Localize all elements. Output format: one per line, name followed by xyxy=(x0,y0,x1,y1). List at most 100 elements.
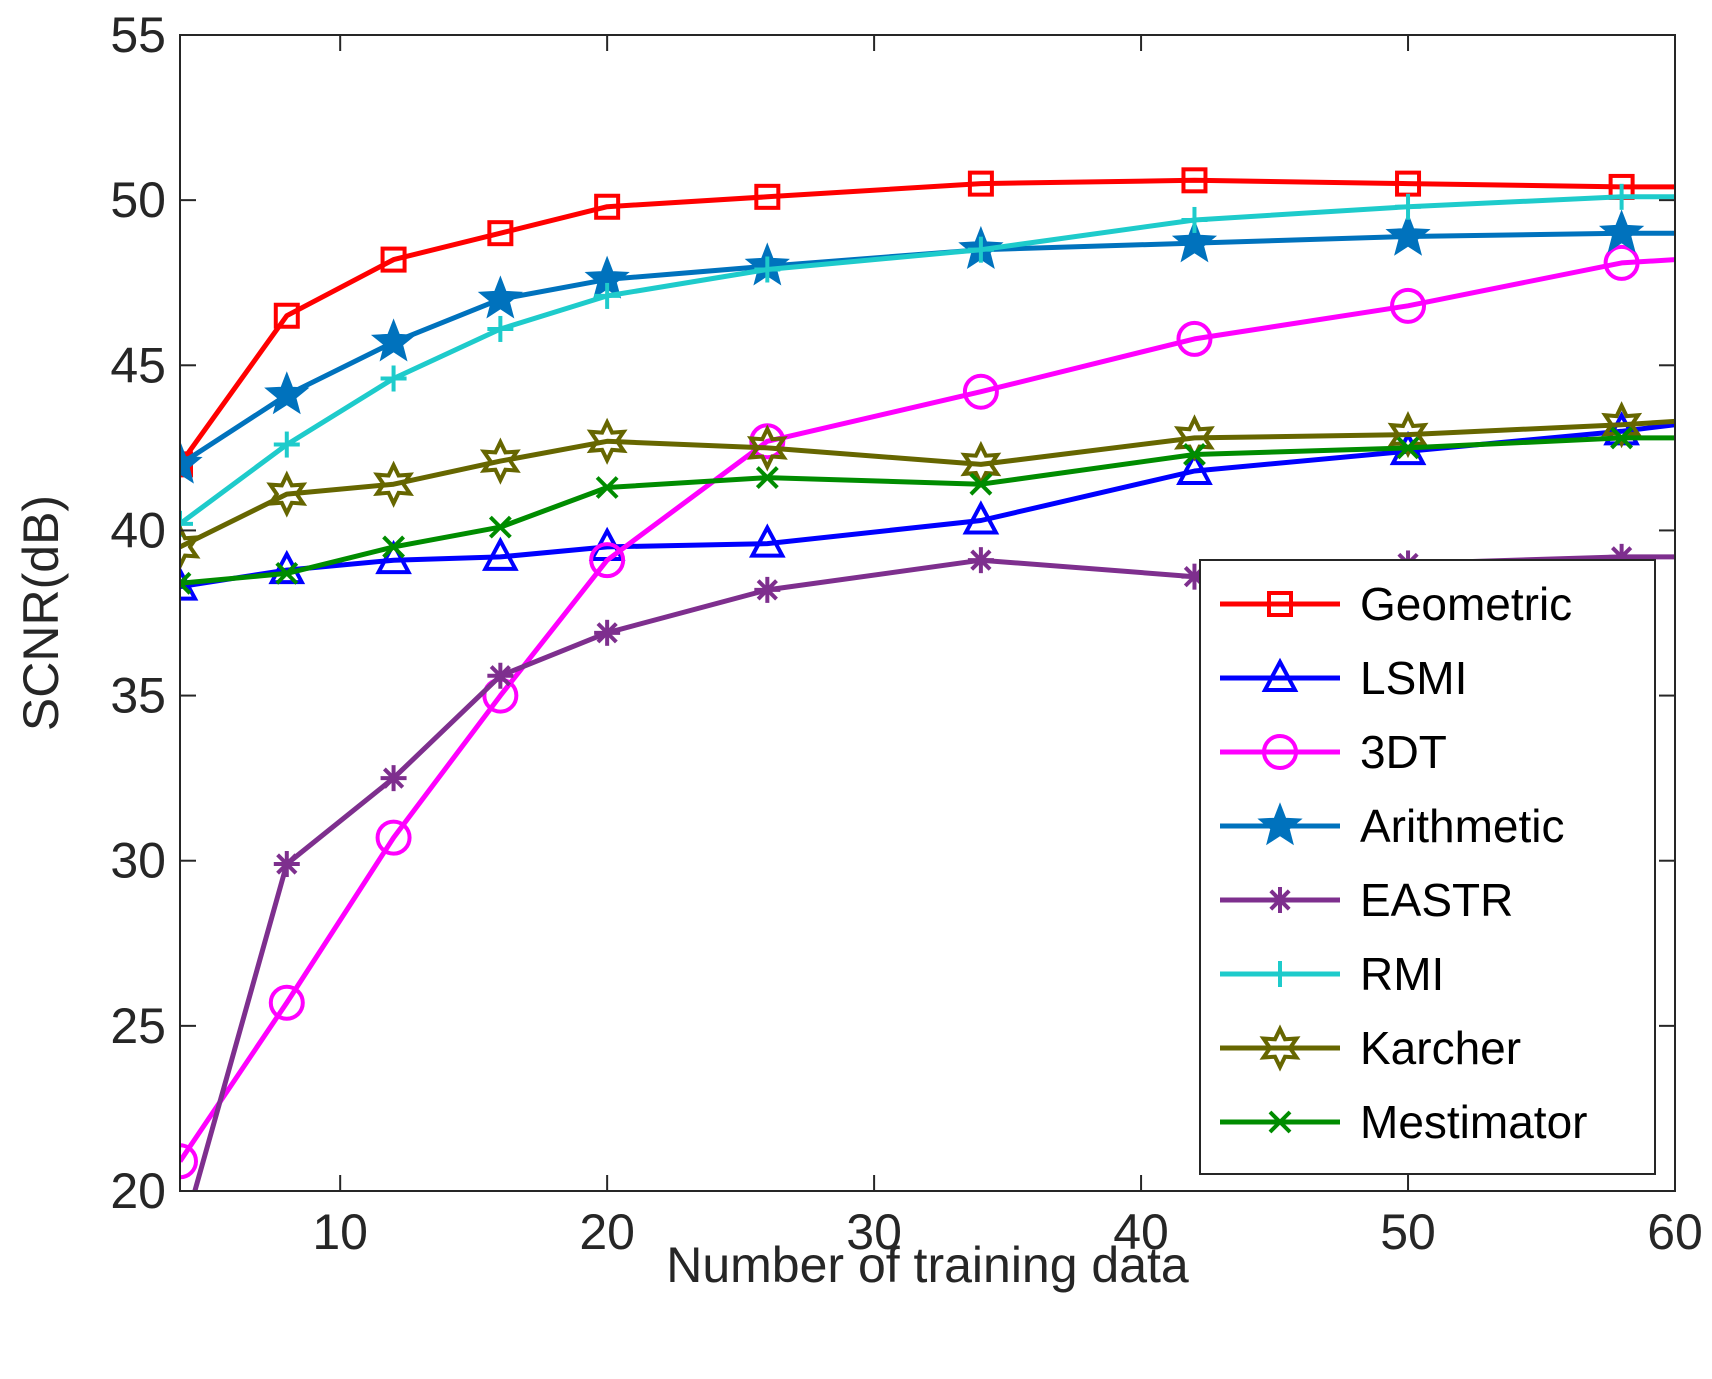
data-point xyxy=(754,256,781,283)
legend-item-3dt: 3DT xyxy=(1220,726,1447,778)
legend-item-geometric: Geometric xyxy=(1220,578,1572,630)
data-point xyxy=(1387,410,1429,459)
data-point xyxy=(1183,443,1206,466)
legend-marker xyxy=(1267,961,1293,987)
data-point xyxy=(1603,244,1640,281)
series-line xyxy=(180,257,1675,1163)
data-point xyxy=(180,571,192,595)
series-geometric xyxy=(180,167,1675,478)
x-tick-label: 10 xyxy=(312,1204,368,1260)
x-tick-label: 40 xyxy=(1113,1204,1169,1260)
plot-area xyxy=(180,167,1675,1191)
data-point xyxy=(594,193,621,220)
data-point xyxy=(487,315,514,342)
data-point xyxy=(380,765,407,792)
data-point xyxy=(1171,219,1218,263)
legend-label: RMI xyxy=(1360,948,1444,1000)
data-point xyxy=(380,246,407,273)
data-point xyxy=(266,470,308,518)
legend-marker xyxy=(1261,657,1299,692)
data-point xyxy=(268,984,305,1021)
legend-box xyxy=(1199,559,1656,1175)
data-point xyxy=(746,424,788,472)
data-point xyxy=(1385,212,1431,256)
data-point xyxy=(488,515,512,539)
data-point xyxy=(487,662,514,689)
data-point xyxy=(589,542,626,579)
y-tick-label: 50 xyxy=(110,172,166,228)
data-point xyxy=(1181,167,1208,194)
data-point xyxy=(1598,209,1645,253)
data-point xyxy=(273,851,300,878)
legend-item-karcher: Karcher xyxy=(1220,1022,1521,1074)
data-point xyxy=(1610,426,1634,450)
y-tick-label: 20 xyxy=(110,1163,166,1219)
data-point xyxy=(594,282,621,309)
legend-label: Karcher xyxy=(1360,1022,1521,1074)
y-axis: 20 25 30 35 40 45 50 55 xyxy=(110,7,1675,1219)
legend: Geometric LSMI 3DT Arithmetic EASTR RMI Karche… xyxy=(1199,559,1656,1175)
legend-item-arithmetic: Arithmetic xyxy=(1220,800,1564,852)
data-point xyxy=(373,460,414,508)
data-point xyxy=(180,510,193,537)
legend-marker xyxy=(1267,887,1293,913)
data-point xyxy=(479,437,521,485)
x-tick-label: 30 xyxy=(846,1204,902,1260)
data-point xyxy=(1608,183,1635,210)
data-point xyxy=(967,236,994,263)
series-rmi xyxy=(180,183,1675,537)
data-point xyxy=(748,523,786,558)
axes-box xyxy=(179,34,1676,1192)
y-tick-label: 55 xyxy=(110,7,166,63)
y-axis-label: SCNR(dB) xyxy=(13,495,69,731)
data-point xyxy=(375,539,412,575)
data-point xyxy=(1395,193,1422,220)
data-point xyxy=(754,183,781,210)
x-tick-label: 60 xyxy=(1647,1204,1703,1260)
legend-marker xyxy=(1257,802,1303,846)
data-point xyxy=(754,576,781,603)
data-point xyxy=(264,371,310,415)
data-point xyxy=(370,318,417,362)
data-point xyxy=(275,561,299,585)
data-point xyxy=(1396,436,1420,460)
data-point xyxy=(482,536,519,571)
data-point xyxy=(595,476,619,499)
legend-marker xyxy=(1268,1110,1292,1134)
data-point xyxy=(273,302,300,329)
data-point xyxy=(962,500,1000,535)
x-axis-label: Number of training data xyxy=(666,1237,1189,1293)
data-point xyxy=(1181,206,1208,233)
axes-frame xyxy=(179,34,1676,1192)
data-point xyxy=(594,619,621,646)
x-tick-label: 50 xyxy=(1380,1204,1436,1260)
legend-marker xyxy=(1259,1024,1301,1072)
data-point xyxy=(375,819,412,856)
data-point xyxy=(273,431,300,458)
data-point xyxy=(755,466,779,489)
legend-label: 3DT xyxy=(1360,726,1447,778)
x-axis: 10 20 30 40 50 60 xyxy=(312,35,1703,1260)
series-karcher xyxy=(180,401,1675,571)
series-line xyxy=(180,418,1675,550)
data-point xyxy=(1176,320,1213,357)
legend-label: EASTR xyxy=(1360,874,1513,926)
data-point xyxy=(180,523,201,571)
series-line xyxy=(180,177,1675,466)
legend-marker xyxy=(1267,591,1293,617)
data-point xyxy=(477,275,523,319)
data-point xyxy=(967,170,994,197)
x-tick-label: 20 xyxy=(579,1204,635,1260)
data-point xyxy=(180,440,203,484)
legend-label: Arithmetic xyxy=(1360,800,1564,852)
legend-item-rmi: RMI xyxy=(1220,948,1444,1000)
data-point xyxy=(967,547,994,574)
data-point xyxy=(962,373,999,410)
data-point xyxy=(380,365,407,392)
data-point xyxy=(1176,450,1213,485)
legend-item-eastr: EASTR xyxy=(1220,874,1513,926)
legend-label: LSMI xyxy=(1360,652,1467,704)
legend-label: Mestimator xyxy=(1360,1096,1587,1148)
data-point xyxy=(487,220,514,247)
